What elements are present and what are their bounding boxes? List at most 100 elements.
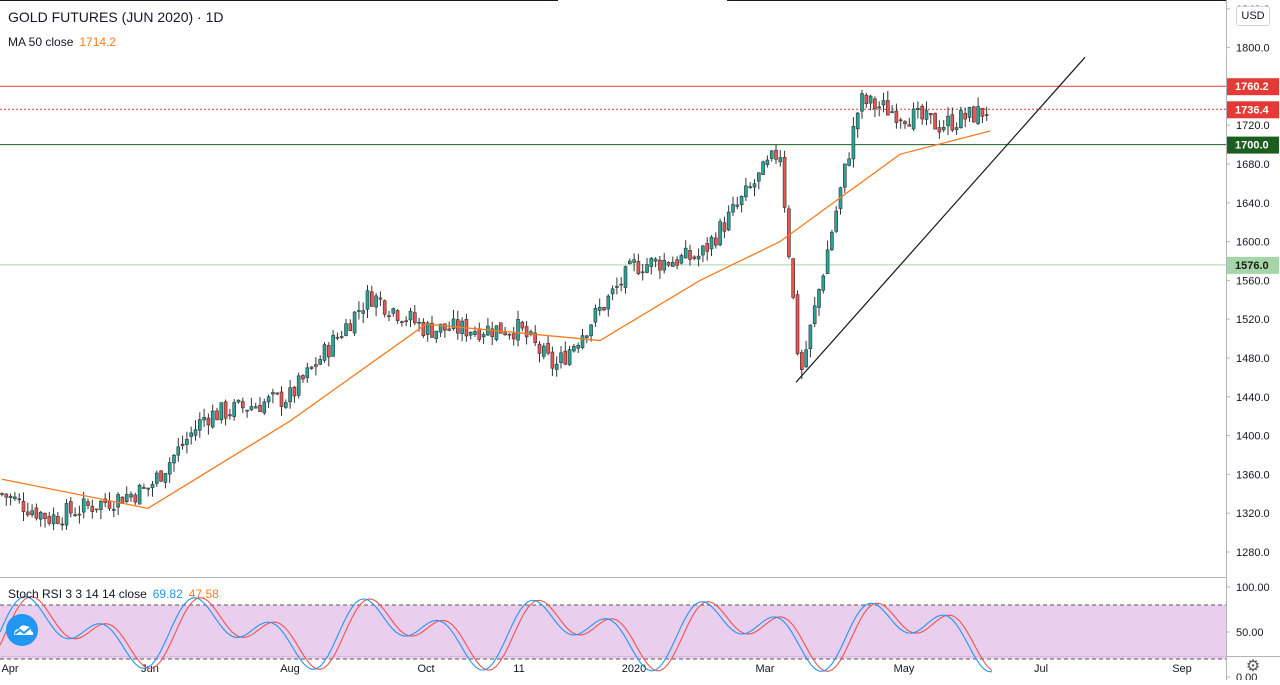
candle-up — [761, 161, 765, 175]
candle-down — [537, 343, 542, 354]
candle-up — [468, 331, 473, 336]
price-tick-label: 1480.0 — [1236, 353, 1270, 365]
candle-down — [602, 307, 606, 311]
candle-up — [236, 399, 241, 403]
candle-up — [653, 258, 658, 262]
candle-down — [73, 514, 77, 517]
candle-up — [344, 323, 348, 336]
candle-down — [223, 401, 228, 419]
candle-up — [860, 93, 864, 112]
candle-up — [941, 126, 946, 131]
candle-up — [959, 110, 963, 129]
candle-up — [494, 325, 499, 340]
candle-up — [709, 236, 714, 250]
candle-down — [369, 291, 374, 307]
candle-down — [447, 328, 452, 331]
candle-up — [911, 108, 916, 130]
candle-up — [554, 363, 559, 370]
candle-up — [778, 157, 783, 163]
currency-badge[interactable]: USD — [1236, 6, 1270, 26]
candle-up — [516, 319, 520, 341]
level-label: 1760.2 — [1235, 81, 1269, 93]
candle-up — [726, 211, 731, 231]
chart-title: GOLD FUTURES (JUN 2020) · 1D — [8, 9, 223, 25]
candle-up — [331, 334, 335, 357]
candle-up — [830, 231, 834, 251]
candle-down — [421, 321, 426, 337]
candle-down — [21, 501, 26, 512]
candle-down — [348, 323, 353, 331]
candle-up — [17, 498, 22, 501]
candle-up — [589, 324, 593, 337]
candle-up — [193, 429, 198, 436]
stoch-legend: Stoch RSI 3 3 14 14 close 69.82 47.58 — [8, 587, 219, 601]
candle-up — [847, 158, 851, 166]
candle-up — [51, 514, 56, 525]
candle-up — [155, 472, 159, 484]
candle-up — [739, 196, 744, 206]
candle-up — [81, 498, 86, 513]
price-tick-label: 1520.0 — [1236, 314, 1270, 326]
candle-down — [34, 507, 39, 519]
candle-down — [90, 505, 95, 512]
candle-up — [752, 183, 757, 188]
candle-up — [834, 210, 839, 232]
candle-up — [245, 409, 249, 412]
candle-up — [541, 345, 546, 357]
candle-up — [283, 402, 288, 408]
candle-down — [928, 113, 933, 116]
candle-down — [692, 256, 697, 259]
candle-up — [812, 305, 817, 324]
candle-down — [279, 391, 284, 407]
candle-down — [563, 350, 568, 365]
candle-up — [129, 493, 133, 498]
candle-down — [873, 98, 877, 110]
candle-up — [916, 107, 920, 111]
candle-up — [623, 266, 628, 288]
price-tick-label: 1440.0 — [1236, 392, 1270, 404]
candle-down — [799, 352, 804, 370]
candle-down — [215, 410, 219, 421]
candle-down — [782, 157, 787, 208]
candle-up — [116, 494, 120, 508]
time-axis-label: Mar — [756, 663, 775, 675]
candle-up — [391, 308, 396, 314]
candle-down — [275, 392, 280, 395]
candle-up — [606, 295, 611, 310]
candle-down — [619, 283, 624, 286]
stoch-band — [0, 605, 1226, 659]
tradingview-logo[interactable] — [6, 614, 38, 646]
ma-legend: MA 50 close 1714.2 — [8, 35, 116, 49]
candle-down — [498, 322, 503, 334]
candle-down — [894, 110, 899, 123]
ma-value: 1714.2 — [79, 35, 117, 49]
candle-up — [322, 344, 327, 361]
candle-down — [314, 364, 318, 367]
time-axis-label: Oct — [417, 663, 434, 675]
price-tick-label: 1600.0 — [1236, 237, 1270, 249]
candle-down — [180, 443, 185, 446]
price-tick-label: 1400.0 — [1236, 431, 1270, 443]
price-tick-label: 1800.0 — [1236, 43, 1270, 55]
candle-up — [451, 318, 456, 329]
candle-down — [933, 113, 937, 130]
candle-down — [705, 243, 710, 252]
candle-up — [167, 462, 172, 475]
candle-down — [387, 315, 391, 317]
candle-up — [374, 295, 378, 308]
candle-up — [262, 401, 267, 414]
candle-up — [881, 100, 886, 106]
candle-up — [756, 172, 761, 182]
candle-up — [318, 359, 323, 365]
candle-up — [954, 127, 959, 130]
candle-up — [662, 259, 667, 271]
candle-down — [301, 375, 305, 380]
candle-up — [309, 366, 314, 369]
candle-up — [855, 112, 860, 130]
gear-icon[interactable]: ⚙ — [1245, 658, 1261, 675]
candle-up — [210, 410, 215, 428]
candle-down — [146, 487, 150, 490]
candle-up — [804, 349, 808, 368]
